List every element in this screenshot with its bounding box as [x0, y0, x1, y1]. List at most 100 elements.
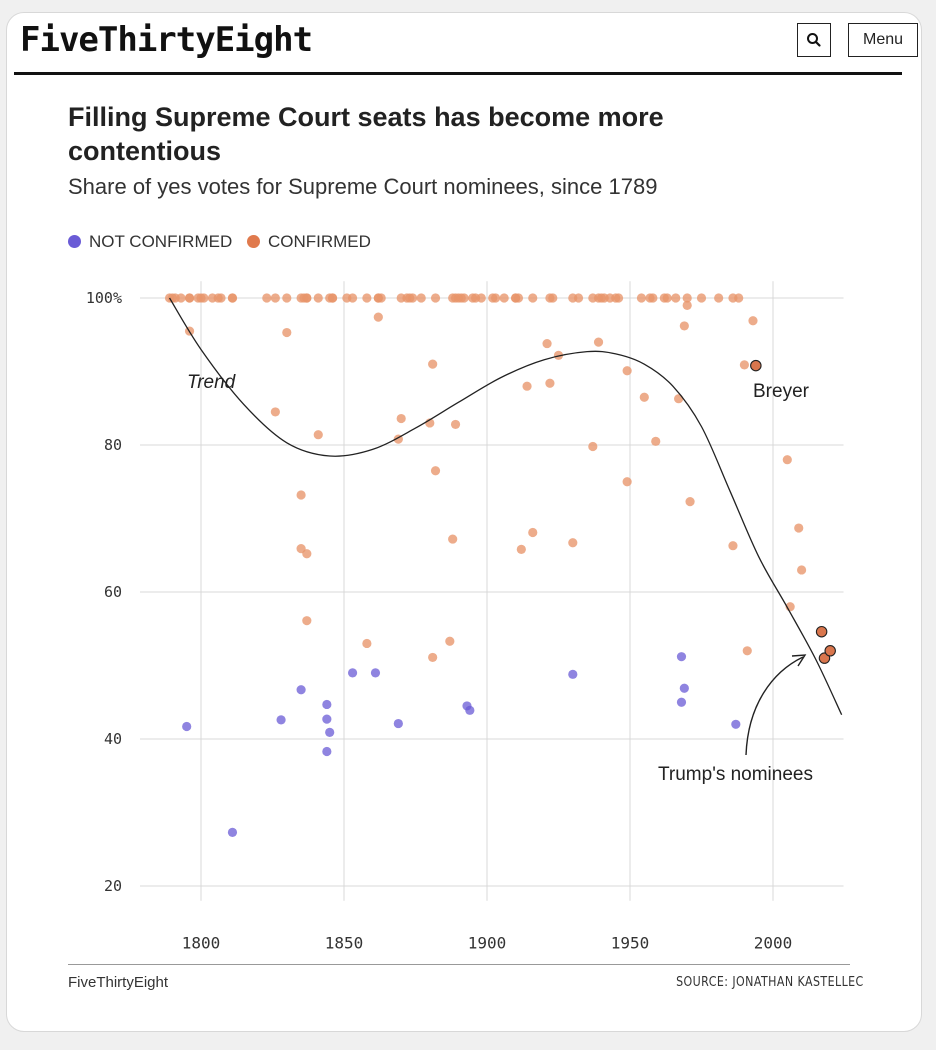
trump-annotation: Trump's nominees — [658, 764, 813, 785]
confirmed-point — [428, 359, 438, 369]
confirmed-point — [682, 293, 692, 303]
confirmed-point — [679, 321, 689, 331]
x-tick-label: 1850 — [325, 934, 364, 953]
footer-brand: FiveThirtyEight — [68, 974, 169, 991]
confirmed-point — [545, 378, 555, 388]
trump-arrow — [745, 656, 804, 756]
confirmed-point — [674, 394, 684, 404]
confirmed-point — [408, 293, 418, 303]
not-confirmed-point — [679, 683, 689, 693]
confirmed-point — [430, 293, 441, 303]
not-confirmed-point — [676, 652, 687, 662]
confirmed-point — [742, 646, 752, 656]
breyer-annotation: Breyer — [753, 381, 810, 402]
confirmed-point — [450, 419, 461, 430]
confirmed-point — [459, 293, 469, 303]
not-confirmed-point — [731, 719, 741, 729]
y-tick-label: 80 — [104, 436, 122, 454]
card — [6, 12, 922, 1032]
search-button[interactable] — [797, 23, 831, 57]
site-header: FiveThirtyEight Menu — [14, 20, 918, 75]
confirmed-point — [327, 293, 338, 303]
confirmed-point — [528, 293, 538, 303]
confirmed-point — [416, 293, 426, 303]
confirmed-point — [568, 538, 578, 548]
y-tick-label: 20 — [104, 877, 122, 895]
confirmed-point — [270, 293, 280, 303]
not-confirmed-point — [676, 697, 687, 707]
confirmed-point — [782, 455, 792, 465]
not-confirmed-point — [393, 718, 403, 729]
confirmed-point — [313, 430, 323, 440]
confirmed-point — [794, 523, 804, 533]
x-tick-label: 1800 — [182, 934, 221, 953]
confirmed-point — [797, 565, 807, 575]
y-tick-label: 60 — [104, 583, 122, 601]
confirmed-point — [516, 544, 526, 554]
confirmed-point — [651, 436, 661, 446]
legend-label-not-confirmed: NOT CONFIRMED — [89, 232, 233, 251]
not-confirmed-point — [322, 746, 332, 757]
confirmed-point — [499, 293, 509, 303]
confirmed-point — [734, 293, 744, 303]
search-icon — [807, 33, 821, 47]
not-confirmed-point — [182, 721, 192, 732]
confirmed-point — [573, 293, 584, 303]
confirmed-point — [593, 337, 604, 347]
y-tick-label: 100% — [86, 289, 122, 307]
footer-source: SOURCE: JONATHAN KASTELLEC — [676, 975, 864, 990]
confirmed-point — [636, 293, 647, 303]
confirmed-point — [376, 293, 386, 303]
legend-swatch-confirmed — [246, 235, 260, 248]
legend-item-not-confirmed: NOT CONFIRMED — [68, 232, 232, 252]
confirmed-point — [445, 636, 455, 646]
confirmed-point — [622, 477, 632, 487]
not-confirmed-point — [322, 714, 332, 724]
confirmed-point — [373, 312, 383, 322]
not-confirmed-point — [276, 715, 286, 725]
confirmed-point — [296, 490, 306, 500]
confirmed-point — [176, 293, 186, 303]
confirmed-point — [302, 293, 312, 303]
site-logo[interactable]: FiveThirtyEight — [20, 20, 313, 60]
legend-label-confirmed: CONFIRMED — [267, 232, 371, 251]
confirmed-point — [671, 293, 681, 303]
chart-title: Filling Supreme Court seats has become m… — [68, 102, 664, 166]
confirmed-point — [199, 293, 209, 303]
confirmed-point — [313, 293, 323, 303]
trump-arrowhead — [791, 654, 807, 667]
confirmed-point — [362, 638, 372, 649]
confirmed-point — [613, 293, 624, 303]
breyer-point — [750, 359, 762, 372]
confirmed-point — [622, 366, 632, 376]
confirmed-point — [542, 338, 552, 349]
trump-nominee-point — [815, 625, 828, 638]
chart-legend: NOT CONFIRMED CONFIRMED — [68, 232, 381, 252]
trend-line — [168, 297, 843, 716]
menu-button[interactable]: Menu — [848, 23, 918, 57]
confirmed-point — [714, 293, 724, 303]
legend-item-confirmed: CONFIRMED — [246, 232, 371, 252]
confirmed-point — [270, 407, 280, 417]
confirmed-point — [302, 616, 312, 626]
not-confirmed-point — [347, 668, 358, 678]
confirmed-point — [184, 293, 195, 303]
confirmed-point — [748, 316, 758, 326]
not-confirmed-point — [465, 705, 475, 715]
confirmed-point — [696, 293, 707, 303]
x-tick-label: 1900 — [468, 934, 507, 953]
confirmed-point — [513, 293, 524, 303]
confirmed-point — [682, 300, 692, 310]
confirmed-point — [476, 293, 486, 303]
confirmed-point — [430, 466, 441, 476]
legend-swatch-not-confirmed — [68, 235, 81, 248]
confirmed-point — [428, 652, 438, 663]
confirmed-point — [648, 293, 658, 303]
footer-divider — [68, 964, 850, 965]
x-tick-label: 2000 — [754, 934, 793, 953]
not-confirmed-point — [370, 668, 381, 678]
confirmed-point — [347, 293, 358, 303]
confirmed-point — [528, 527, 538, 538]
confirmed-point — [588, 441, 598, 452]
